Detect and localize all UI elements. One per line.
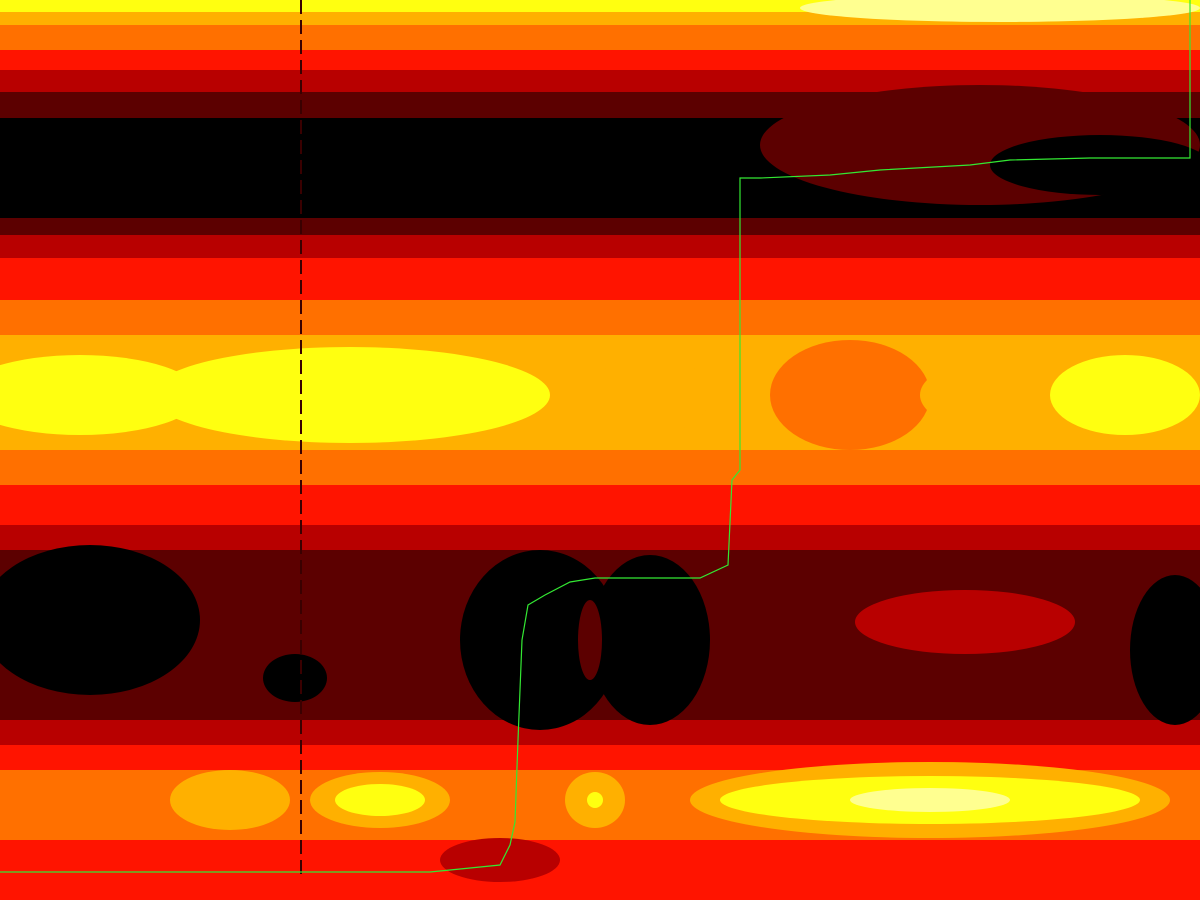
- path-line: [0, 0, 1191, 873]
- heatmap-region-11: [460, 550, 620, 730]
- heatmap-region-14: [855, 590, 1075, 654]
- heatmap-region-13: [578, 600, 602, 680]
- heatmap-region-5: [590, 355, 710, 435]
- heatmap-region-8: [1050, 355, 1200, 435]
- heatmap-band-16: [0, 720, 1200, 745]
- heatmap-region-18: [335, 784, 425, 816]
- heatmap-band-8: [0, 235, 1200, 258]
- heatmap-region-0: [800, 0, 1200, 22]
- heatmap-band-2: [0, 25, 1200, 50]
- heatmap-region-15: [1130, 575, 1200, 725]
- heatmap-band-3: [0, 50, 1200, 70]
- heatmap-band-9: [0, 258, 1200, 300]
- heatmap-region-10: [263, 654, 327, 702]
- heatmap-region-6: [770, 340, 930, 450]
- heatmap-band-13: [0, 485, 1200, 525]
- heatmap-band-12: [0, 450, 1200, 485]
- heatmap-region-24: [440, 838, 560, 882]
- heatmap-region-12: [590, 555, 710, 725]
- heatmap-band-10: [0, 300, 1200, 335]
- heatmap-region-20: [587, 792, 603, 808]
- heatmap-band-7: [0, 218, 1200, 235]
- heatmap-region-9: [0, 545, 200, 695]
- heatmap-band-19: [0, 840, 1200, 900]
- heatmap-region-23: [850, 788, 1010, 812]
- heatmap-region-3: [0, 355, 200, 435]
- heatmap-region-4: [150, 347, 550, 443]
- heatmap-band-14: [0, 525, 1200, 550]
- heatmap-region-16: [170, 770, 290, 830]
- heatmap-region-2: [990, 135, 1200, 195]
- trace-path: [0, 0, 1191, 873]
